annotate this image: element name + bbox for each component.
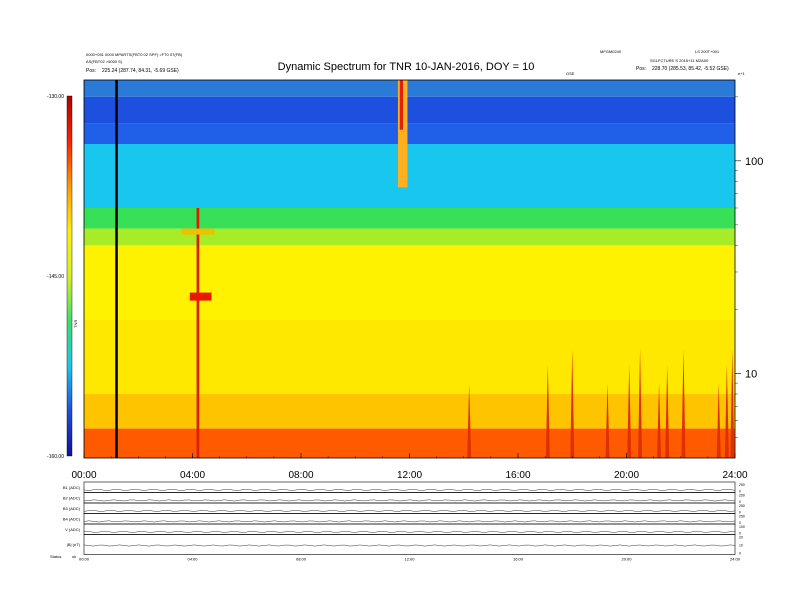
bottom-x-tick-label: 04:00 — [187, 557, 198, 562]
burst-2 — [196, 207, 200, 458]
sub-panel-tick-label: 20 — [739, 536, 743, 540]
red-spike-6 — [657, 383, 662, 458]
header-right-pos-label: Pos: — [636, 66, 646, 72]
sub-panel-frame — [83, 523, 736, 535]
x-tick-label: 08:00 — [288, 470, 313, 481]
sub-panel-frame — [83, 534, 736, 555]
burst-4 — [181, 228, 215, 235]
y-tick-label: 10 — [745, 368, 757, 380]
sub-panel-frame — [83, 502, 736, 514]
red-spike-4 — [627, 364, 632, 458]
sub-panel-tick-label: 250 — [739, 504, 745, 508]
x-tick-label: 24:00 — [722, 470, 747, 481]
sub-panel-tick-label: 0 — [739, 532, 741, 536]
header-left-line2: AS(FBT02 >5000 S) — [86, 59, 123, 64]
colorbar-label: TNR — [73, 320, 78, 328]
spectrogram — [84, 80, 735, 458]
sub-panel-label: V (ADC) — [65, 527, 81, 532]
x-tick-label: 16:00 — [505, 470, 530, 481]
sub-panel-label: B4 (ADC) — [63, 516, 81, 521]
sub-panel-tick-label: 250 — [739, 494, 745, 498]
header-right-line2: LS 200T+001 — [695, 49, 720, 54]
spectrum-band-0 — [84, 80, 735, 97]
sub-panel-tick-label: 0 — [739, 521, 741, 525]
bottom-x-tick-label: 20:00 — [621, 557, 632, 562]
red-spike-0 — [467, 383, 472, 458]
sub-panel-label: B2 (ADC) — [63, 495, 81, 500]
red-spike-7 — [665, 364, 670, 458]
sub-panel-frame — [83, 492, 736, 504]
header-left-line1: 0000+051 0000 MPARTS(FBT0 02 SPF) >FT0 0… — [86, 52, 183, 57]
x-tick-label: 12:00 — [397, 470, 422, 481]
chart-title: Dynamic Spectrum for TNR 10-JAN-2016, DO… — [278, 61, 535, 73]
red-spike-1 — [545, 364, 550, 458]
x-tick-label: 04:00 — [180, 470, 205, 481]
sub-panel-frame — [83, 481, 736, 493]
sub-panel-trace — [83, 544, 736, 547]
header-corner-label: e+1 — [738, 71, 746, 76]
red-spike-11 — [730, 349, 735, 458]
header-mid-label: GSE — [566, 71, 575, 76]
spectrum-band-4 — [84, 207, 735, 229]
sub-panel-tick-label: 100 — [739, 525, 745, 529]
sub-panel-label: B1 (ADC) — [63, 485, 81, 490]
spectrum-band-3 — [84, 143, 735, 208]
spectrum-band-7 — [84, 319, 735, 395]
y-tick-label: 100 — [745, 156, 763, 168]
bottom-x-tick-label: 12:00 — [404, 557, 415, 562]
red-spike-2 — [570, 349, 575, 458]
header-right-pos-value: 228.70 (285.53, 85.42, -5.52 GSE) — [652, 66, 729, 72]
burst-0 — [397, 80, 408, 188]
colorbar-tick-label: -145.00 — [47, 274, 64, 280]
sub-panel-trace — [83, 520, 736, 523]
sub-panel-trace — [83, 510, 736, 512]
sub-panel-tick-label: 0 — [739, 511, 741, 515]
colorbar-tick-label: -160.00 — [47, 454, 64, 460]
spectrum-band-2 — [84, 123, 735, 144]
burst-1 — [399, 80, 403, 130]
x-tick-label: 00:00 — [71, 470, 96, 481]
red-spike-9 — [716, 383, 721, 458]
sub-panel-tick-label: 0 — [739, 490, 741, 494]
sub-panel-frame — [83, 513, 736, 525]
red-spike-8 — [681, 349, 686, 458]
header-right-line3: SGLFCTURE S 2015+11 M2A00 — [650, 58, 709, 63]
sub-panel-trace — [83, 531, 736, 533]
header-left-pos-label: Pos: — [86, 68, 96, 74]
sub-panel-label: |B| (nT) — [67, 542, 81, 547]
bottom-x-tick-label: 16:00 — [513, 557, 524, 562]
sub-panel-tick-label: 0 — [739, 552, 741, 556]
sub-panel-trace — [83, 489, 736, 491]
sub-panel-tick-label: 0 — [739, 500, 741, 504]
header-right-line1: MFGM0240 — [600, 49, 622, 54]
sub-panel-label: B3 (ADC) — [63, 506, 81, 511]
colorbar — [66, 95, 73, 457]
x-tick-label: 20:00 — [614, 470, 639, 481]
spectrum-band-1 — [84, 96, 735, 124]
status-value: ok — [72, 554, 76, 559]
status-label: Status — [50, 554, 61, 559]
sub-panel-tick-label: 250 — [739, 483, 745, 487]
red-spike-5 — [638, 349, 643, 458]
header-left-pos-value: 225.24 (287.74, 84.31, -5.69 GSE) — [102, 68, 179, 74]
bottom-x-tick-label: 08:00 — [296, 557, 307, 562]
red-spike-3 — [605, 383, 610, 458]
red-spike-10 — [724, 364, 729, 458]
sub-panel-tick-label: 10 — [739, 544, 743, 548]
sub-panel-trace — [83, 499, 736, 502]
colorbar-tick-label: -130.00 — [47, 94, 64, 100]
spectrum-band-6 — [84, 245, 735, 320]
spectrum-band-8 — [84, 394, 735, 429]
sub-panel-tick-label: 250 — [739, 515, 745, 519]
spectrum-band-5 — [84, 228, 735, 246]
burst-3 — [189, 292, 212, 301]
bottom-x-tick-label: 24:00 — [730, 557, 741, 562]
bottom-x-tick-label: 00:00 — [79, 557, 90, 562]
